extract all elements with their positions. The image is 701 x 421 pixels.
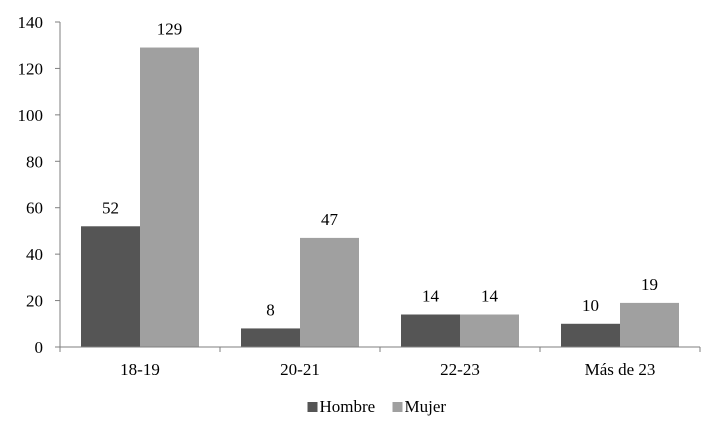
legend-swatch-hombre: [307, 402, 318, 412]
y-tick-label: 140: [18, 13, 44, 32]
category-label: Más de 23: [585, 360, 656, 379]
legend: Hombre Mujer: [307, 397, 447, 416]
data-labels: 52 129 8 47 14 14 10 19: [102, 20, 658, 320]
x-axis: 18-19 20-21 22-23 Más de 23: [59, 346, 701, 379]
data-label: 10: [582, 296, 599, 315]
data-label: 8: [266, 300, 275, 319]
legend-label-mujer: Mujer: [405, 397, 447, 416]
bar-hombre-1: [241, 328, 300, 347]
bar-mujer-3: [620, 302, 679, 347]
y-tick-label: 80: [26, 152, 43, 171]
y-tick-label: 60: [26, 199, 43, 218]
data-label: 14: [481, 287, 499, 306]
bar-mujer-2: [460, 314, 519, 347]
legend-swatch-mujer: [392, 402, 403, 412]
bar-mujer-1: [300, 237, 359, 347]
data-label: 19: [641, 275, 658, 294]
bar-hombre-3: [561, 323, 620, 347]
category-label: 22-23: [440, 360, 480, 379]
y-tick-label: 100: [18, 106, 44, 125]
bar-hombre-2: [401, 314, 460, 347]
y-axis: 0 20 40 60 80 100 120 140: [18, 13, 61, 357]
data-label: 129: [157, 20, 183, 39]
legend-label-hombre: Hombre: [320, 397, 376, 416]
y-tick-label: 20: [26, 292, 43, 311]
y-tick-label: 0: [35, 338, 44, 357]
category-label: 20-21: [280, 360, 320, 379]
category-label: 18-19: [120, 360, 160, 379]
bar-mujer-0: [140, 47, 199, 348]
y-tick-label: 120: [18, 59, 44, 78]
data-label: 47: [321, 210, 339, 229]
data-label: 14: [422, 287, 440, 306]
bars: [81, 47, 679, 348]
y-tick-label: 40: [26, 245, 43, 264]
bar-hombre-0: [81, 226, 140, 347]
data-label: 52: [102, 198, 119, 217]
